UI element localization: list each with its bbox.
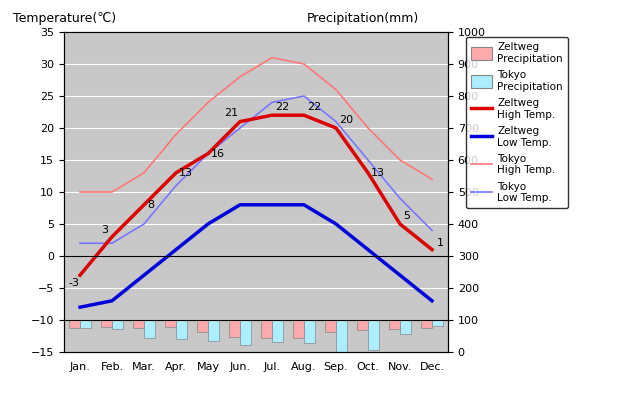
Bar <box>240 320 251 345</box>
Bar <box>80 320 92 328</box>
Bar <box>261 320 272 338</box>
Bar <box>272 320 283 342</box>
Bar <box>208 320 219 341</box>
Bar <box>112 320 123 328</box>
Bar <box>304 320 315 343</box>
Text: -3: -3 <box>69 278 80 288</box>
Text: Precipitation(mm): Precipitation(mm) <box>307 12 419 25</box>
Text: 16: 16 <box>211 149 225 159</box>
Bar <box>176 320 187 339</box>
Bar <box>357 320 368 330</box>
Bar <box>368 320 379 350</box>
Bar <box>388 320 400 329</box>
Text: 13: 13 <box>179 168 193 178</box>
Text: 21: 21 <box>224 108 238 118</box>
Bar <box>336 320 347 352</box>
Bar <box>101 320 112 326</box>
Text: 3: 3 <box>101 225 108 235</box>
Text: 22: 22 <box>275 102 289 112</box>
Legend: Zeltweg
Precipitation, Tokyo
Precipitation, Zeltweg
High Temp., Zeltweg
Low Temp: Zeltweg Precipitation, Tokyo Precipitati… <box>466 37 568 208</box>
Bar <box>133 320 144 328</box>
Text: 22: 22 <box>307 102 321 112</box>
Text: 20: 20 <box>339 115 353 125</box>
Bar <box>432 320 443 326</box>
Bar <box>197 320 208 332</box>
Bar <box>400 320 412 334</box>
Bar <box>229 320 240 337</box>
Bar <box>325 320 336 332</box>
Bar <box>293 320 304 338</box>
Bar <box>69 320 80 328</box>
Text: 5: 5 <box>403 211 410 221</box>
Bar <box>165 320 176 327</box>
Bar <box>421 320 432 328</box>
Text: 1: 1 <box>437 238 444 248</box>
Bar <box>144 320 155 338</box>
Text: 13: 13 <box>371 168 385 178</box>
Text: 8: 8 <box>147 200 154 210</box>
Text: Temperature(℃): Temperature(℃) <box>13 12 116 25</box>
